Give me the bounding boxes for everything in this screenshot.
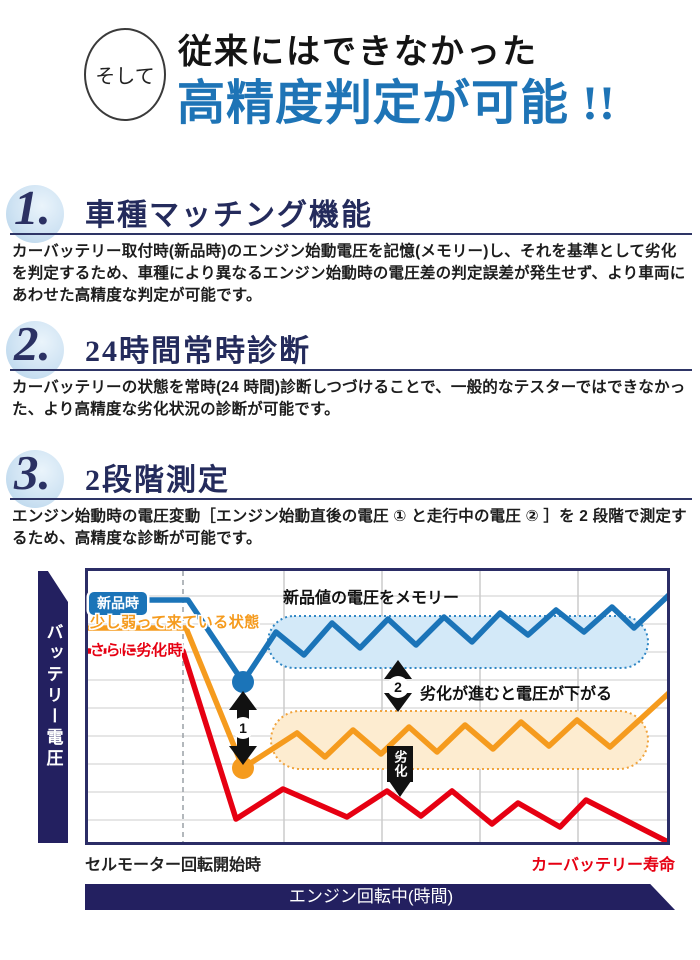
feature-section-1: 1. 車種マッチング機能 カーバッテリー取付時(新品時)のエンジン始動電圧を記憶…	[0, 180, 700, 315]
deterioration-arrow-tip	[389, 781, 411, 797]
voltage-chart-svg	[88, 571, 667, 842]
x-axis-start-label: セルモーター回転開始時	[85, 857, 262, 874]
voltage-drop-annotation: 劣化が進むと電圧が下がる	[420, 686, 613, 703]
x-axis-end-label: カーバッテリー寿命	[531, 857, 675, 874]
soshite-text: そして	[95, 66, 155, 88]
legend-weakening: 少し弱って来ている状態	[90, 614, 260, 631]
x-axis-banner: エンジン回転中(時間)	[85, 884, 675, 910]
feature-title: 24時間常時診断	[85, 335, 311, 368]
feature-section-2: 2. 24時間常時診断 カーバッテリーの状態を常時(24 時間)診断しつづけるこ…	[0, 316, 700, 451]
feature-title: 車種マッチング機能	[85, 199, 373, 232]
divider-line	[10, 369, 692, 371]
legend-new-battery: 新品時	[89, 592, 147, 615]
divider-line	[10, 498, 692, 500]
y-axis-label: バッテリー電圧	[43, 623, 63, 770]
hero-subtitle: 従来にはできなかった	[178, 34, 538, 71]
deterioration-label: 劣化	[392, 750, 408, 778]
feature-title: 2段階測定	[85, 464, 230, 497]
memory-annotation: 新品値の電圧をメモリー	[283, 590, 460, 607]
feature-number: 3.	[14, 445, 51, 500]
feature-body: エンジン始動時の電圧変動［エンジン始動直後の電圧 ① と走行中の電圧 ② ］を …	[12, 508, 687, 547]
feature-body: カーバッテリー取付時(新品時)のエンジン始動電圧を記憶(メモリー)し、それを基準…	[12, 243, 686, 304]
divider-line	[10, 233, 692, 235]
feature-number: 2.	[14, 316, 51, 371]
voltage-chart	[85, 568, 670, 845]
step-2-marker: 2	[387, 676, 409, 698]
step-1-marker: 1	[232, 717, 254, 739]
feature-body: カーバッテリーの状態を常時(24 時間)診断しつづけることで、一般的なテスターで…	[12, 379, 686, 418]
feature-number: 1.	[14, 180, 51, 235]
soshite-circle-badge: そして	[84, 28, 166, 121]
feature-section-3: 3. 2段階測定 エンジン始動時の電圧変動［エンジン始動直後の電圧 ① と走行中…	[0, 445, 700, 580]
y-axis-banner: バッテリー電圧	[38, 571, 68, 843]
hero-title: 高精度判定が可能 !!	[177, 77, 616, 130]
deterioration-arrow-badge: 劣化	[387, 746, 413, 782]
legend-deteriorated: さらに劣化時	[90, 642, 184, 659]
